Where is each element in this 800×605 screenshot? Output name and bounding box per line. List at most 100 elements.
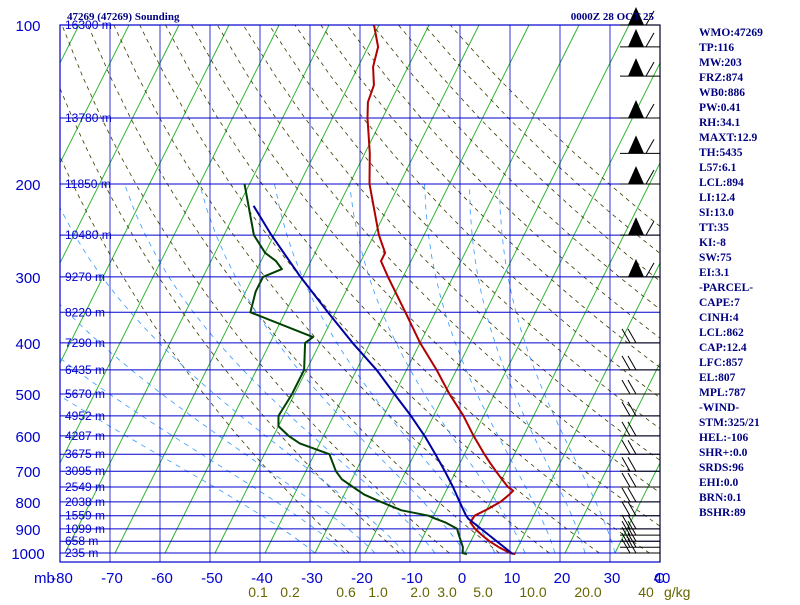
wind-barb	[620, 380, 660, 394]
pressure-tick-label: 800	[15, 495, 40, 512]
barb-flag	[646, 104, 654, 118]
barb-pennant	[628, 58, 644, 76]
barb-flag	[646, 221, 654, 235]
wind-barb	[620, 356, 660, 370]
profile-series	[245, 25, 516, 554]
moist-adiabat-line	[125, 184, 436, 553]
index-line: STM:325/21	[699, 417, 760, 429]
dry-adiabat-line	[114, 25, 550, 553]
index-line: WMO:47269	[699, 27, 763, 39]
moist-adiabat-line	[0, 184, 375, 553]
barb-pennant	[628, 29, 644, 47]
index-line: SW:75	[699, 252, 732, 264]
dry-adiabat-lines	[10, 25, 800, 553]
mixing-ratio-label: 5.0	[473, 584, 493, 600]
barb-pennant	[628, 100, 644, 118]
height-label: 13780 m	[65, 111, 112, 125]
index-line: CAPE:7	[699, 297, 740, 309]
wind-barb	[620, 440, 660, 454]
index-line: MAXT:12.9	[699, 132, 757, 144]
mixing-ratio-label: 3.0	[437, 584, 457, 600]
dry-adiabat-line	[10, 25, 349, 553]
index-line: PW:0.41	[699, 102, 741, 114]
index-line: EHI:0.0	[699, 477, 739, 489]
mixing-ratio-label: 10.0	[519, 584, 546, 600]
height-label: 6435 m	[65, 363, 105, 377]
time-title: 0000Z 28 OCT 25	[571, 11, 655, 23]
index-line: RH:34.1	[699, 117, 740, 129]
mixing-ratio-label: 0.2	[280, 584, 300, 600]
index-line: WB0:886	[699, 87, 745, 99]
isotherm-line	[15, 25, 279, 553]
height-label: 4952 m	[65, 409, 105, 423]
temperature-tick-label: 20	[554, 570, 571, 587]
height-label: 11850 m	[65, 177, 111, 191]
isotherm-lines	[0, 25, 800, 553]
height-label: 5670 m	[65, 387, 105, 401]
index-line: EI:3.1	[699, 267, 730, 279]
station-title: 47269 (47269) Sounding	[67, 11, 180, 23]
mixing-ratio-label: 2.0	[410, 584, 430, 600]
barb-pennant	[628, 217, 644, 235]
barb-pennant	[628, 135, 644, 153]
index-line: MPL:787	[699, 387, 746, 399]
height-label: 9270 m	[65, 270, 105, 284]
index-line: TP:116	[699, 42, 734, 54]
mixing-ratio-label: 1.0	[368, 584, 388, 600]
wind-barb	[620, 135, 660, 153]
wind-barb	[620, 488, 660, 502]
wind-barb	[620, 457, 660, 471]
pressure-tick-label: 700	[15, 464, 40, 481]
pressure-tick-label: 200	[15, 177, 40, 194]
height-label: 3675 m	[65, 447, 105, 461]
index-line: LCL:894	[699, 177, 744, 189]
isotherm-line	[565, 25, 800, 553]
isotherm-line	[165, 25, 429, 553]
height-label: 7290 m	[65, 336, 105, 350]
pressure-tick-label: 300	[15, 270, 40, 287]
index-line: TH:5435	[699, 147, 743, 159]
index-line: L57:6.1	[699, 162, 737, 174]
temperature-tick-label: -50	[201, 570, 223, 587]
temperature-tick-label: -30	[301, 570, 323, 587]
temperature-tick-label: 30	[604, 570, 621, 587]
barb-pennant	[628, 259, 644, 277]
height-label: 1559 m	[65, 509, 105, 523]
temperature-tick-label: 0	[458, 570, 466, 587]
index-line: BSHR:89	[699, 507, 746, 519]
mixing-ratio-label: 0.1	[248, 584, 268, 600]
isotherm-line	[265, 25, 529, 553]
mixing-ratio-unit: g/kg	[664, 584, 690, 600]
isotherm-line	[115, 25, 379, 553]
wind-barb	[620, 58, 660, 76]
pressure-tick-label: 100	[15, 18, 40, 35]
index-line: -WIND-	[699, 402, 739, 414]
temperature-tick-label: 10	[504, 570, 521, 587]
barb-flag	[646, 139, 654, 153]
pressure-tick-label: 400	[15, 336, 40, 353]
pressure-tick-label: 600	[15, 429, 40, 446]
index-line: CAP:12.4	[699, 342, 747, 354]
moist-adiabat-line	[200, 184, 466, 553]
index-line: MW:203	[699, 57, 742, 69]
barb-flag	[646, 62, 654, 76]
moist-adiabat-line	[425, 184, 556, 553]
height-label: 8220 m	[65, 305, 105, 319]
dry-adiabat-line	[62, 25, 449, 553]
wind-barb	[620, 521, 660, 535]
index-line: SRDS:96	[699, 462, 744, 474]
mixing-ratio-label: 40	[638, 584, 654, 600]
barb-flag	[646, 33, 654, 47]
index-line: LCL:862	[699, 327, 744, 339]
temperature-tick-label: -60	[151, 570, 173, 587]
isotherm-line	[215, 25, 479, 553]
index-line: SI:13.0	[699, 207, 734, 219]
index-line: TT:35	[699, 222, 729, 234]
index-line: KI:-8	[699, 237, 726, 249]
pressure-tick-label: 900	[15, 522, 40, 539]
pressure-tick-label: 500	[15, 387, 40, 404]
index-line: SHR+:0.0	[699, 447, 748, 459]
wind-barbs	[620, 7, 660, 562]
